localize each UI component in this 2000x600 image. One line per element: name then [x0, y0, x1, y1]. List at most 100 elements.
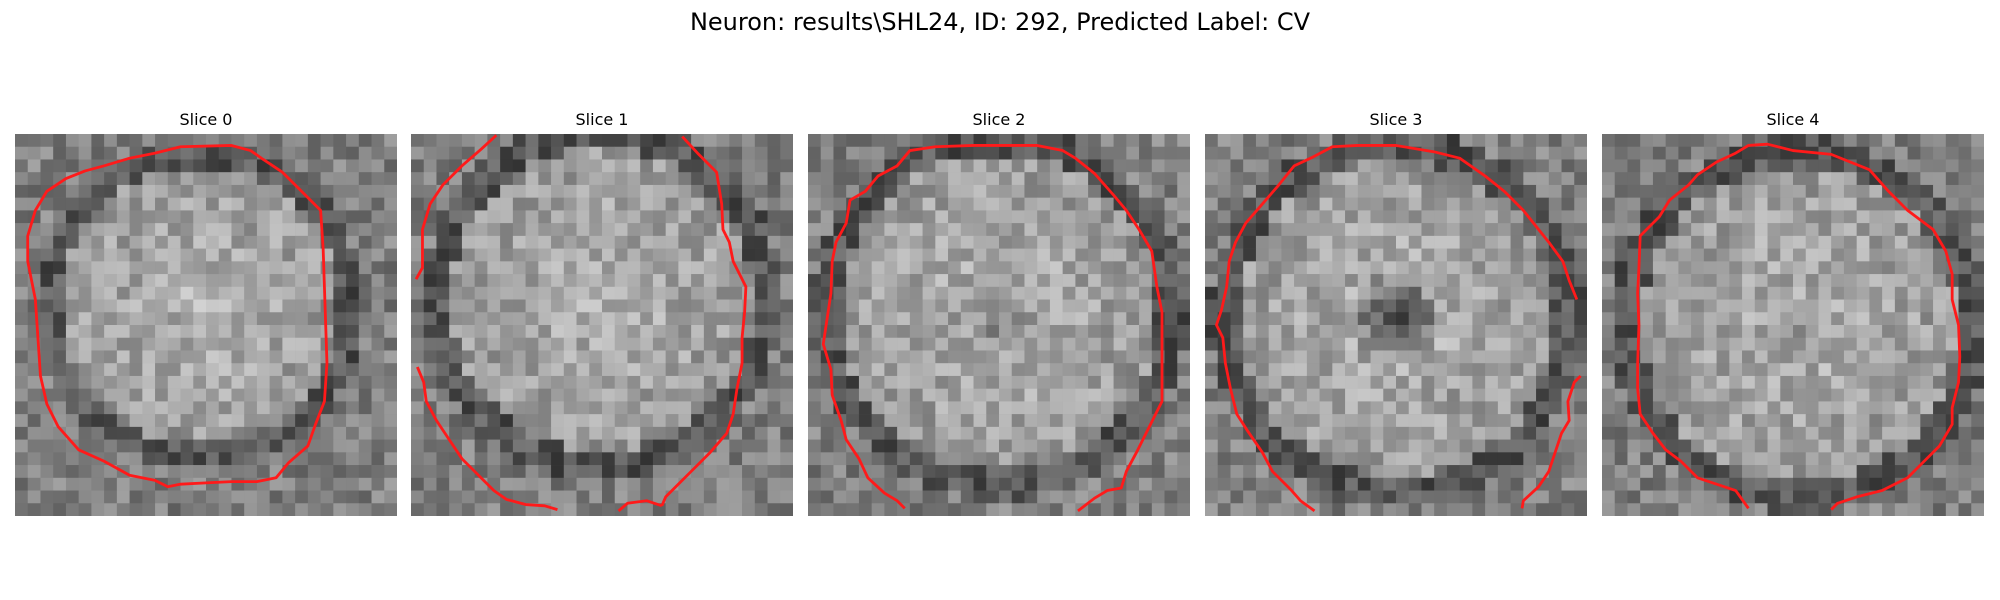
image-pixel: [909, 223, 923, 237]
image-pixel: [53, 159, 67, 173]
image-pixel: [909, 477, 923, 491]
image-pixel: [1319, 325, 1333, 338]
image-pixel: [780, 159, 793, 173]
image-pixel: [371, 146, 385, 160]
image-pixel: [1177, 465, 1190, 479]
image-pixel: [244, 350, 258, 364]
image-pixel: [1024, 401, 1038, 415]
image-pixel: [1434, 426, 1448, 440]
image-pixel: [411, 223, 424, 237]
image-pixel: [1856, 210, 1870, 224]
image-pixel: [551, 261, 565, 275]
image-pixel: [1869, 197, 1883, 211]
image-pixel: [1561, 172, 1575, 186]
image-pixel: [1177, 274, 1190, 288]
image-pixel: [1408, 286, 1422, 300]
image-pixel: [602, 426, 615, 440]
image-pixel: [180, 248, 194, 262]
image-pixel: [40, 439, 54, 453]
image-pixel: [180, 325, 194, 338]
image-pixel: [1933, 197, 1947, 211]
image-pixel: [1100, 248, 1114, 262]
image-pixel: [1306, 337, 1320, 351]
image-pixel: [808, 159, 821, 173]
image-pixel: [1472, 223, 1486, 237]
image-pixel: [116, 274, 130, 288]
image-pixel: [614, 401, 628, 415]
image-pixel: [551, 197, 565, 211]
image-pixel: [1691, 363, 1705, 377]
image-pixel: [589, 414, 603, 428]
image-pixel: [193, 426, 207, 440]
image-pixel: [808, 477, 821, 491]
image-pixel: [1100, 312, 1114, 326]
image-pixel: [1370, 350, 1384, 364]
image-pixel: [1088, 248, 1102, 262]
image-pixel: [423, 299, 437, 313]
image-pixel: [1869, 465, 1883, 479]
image-pixel: [999, 286, 1012, 300]
image-pixel: [411, 375, 424, 389]
image-pixel: [846, 134, 860, 147]
image-pixel: [767, 439, 781, 453]
image-pixel: [640, 146, 654, 160]
image-pixel: [1408, 312, 1422, 326]
image-pixel: [449, 299, 463, 313]
image-pixel: [922, 401, 936, 415]
image-pixel: [1894, 452, 1908, 466]
image-pixel: [1446, 274, 1460, 288]
image-pixel: [358, 274, 372, 288]
image-pixel: [1920, 299, 1934, 313]
image-pixel: [525, 439, 539, 453]
image-pixel: [1088, 184, 1102, 198]
image-pixel: [576, 312, 590, 326]
image-pixel: [1357, 286, 1371, 300]
image-pixel: [15, 388, 28, 402]
image-pixel: [295, 490, 309, 504]
image-pixel: [307, 184, 321, 198]
image-pixel: [104, 414, 118, 428]
image-pixel: [640, 439, 654, 453]
image-pixel: [256, 184, 270, 198]
image-pixel: [256, 274, 270, 288]
image-pixel: [295, 477, 309, 491]
image-pixel: [1177, 286, 1190, 300]
image-pixel: [665, 325, 679, 338]
image-pixel: [91, 210, 105, 224]
image-pixel: [1920, 184, 1934, 198]
image-pixel: [678, 337, 692, 351]
image-pixel: [15, 261, 28, 275]
image-pixel: [1217, 210, 1231, 224]
image-pixel: [423, 261, 437, 275]
image-pixel: [1421, 274, 1435, 288]
image-pixel: [320, 146, 334, 160]
image-pixel: [1049, 274, 1063, 288]
image-pixel: [1510, 363, 1524, 377]
image-pixel: [1485, 134, 1499, 147]
image-pixel: [833, 134, 847, 147]
image-pixel: [65, 286, 79, 300]
image-pixel: [614, 210, 628, 224]
image-pixel: [948, 363, 962, 377]
image-pixel: [563, 184, 577, 198]
image-pixel: [1497, 197, 1511, 211]
image-pixel: [1780, 325, 1794, 338]
image-pixel: [1627, 235, 1641, 249]
image-pixel: [1088, 414, 1102, 428]
image-pixel: [1856, 350, 1870, 364]
image-pixel: [1205, 414, 1218, 428]
image-pixel: [909, 490, 923, 504]
image-pixel: [1383, 452, 1397, 466]
image-pixel: [909, 134, 923, 147]
image-pixel: [1421, 439, 1435, 453]
image-pixel: [602, 388, 615, 402]
image-pixel: [1075, 134, 1089, 147]
image-pixel: [627, 210, 641, 224]
image-pixel: [1177, 490, 1190, 504]
image-pixel: [1472, 439, 1486, 453]
image-pixel: [1793, 503, 1806, 516]
image-pixel: [167, 325, 181, 338]
image-pixel: [1421, 490, 1435, 504]
image-pixel: [1652, 184, 1666, 198]
image-pixel: [1126, 503, 1140, 516]
